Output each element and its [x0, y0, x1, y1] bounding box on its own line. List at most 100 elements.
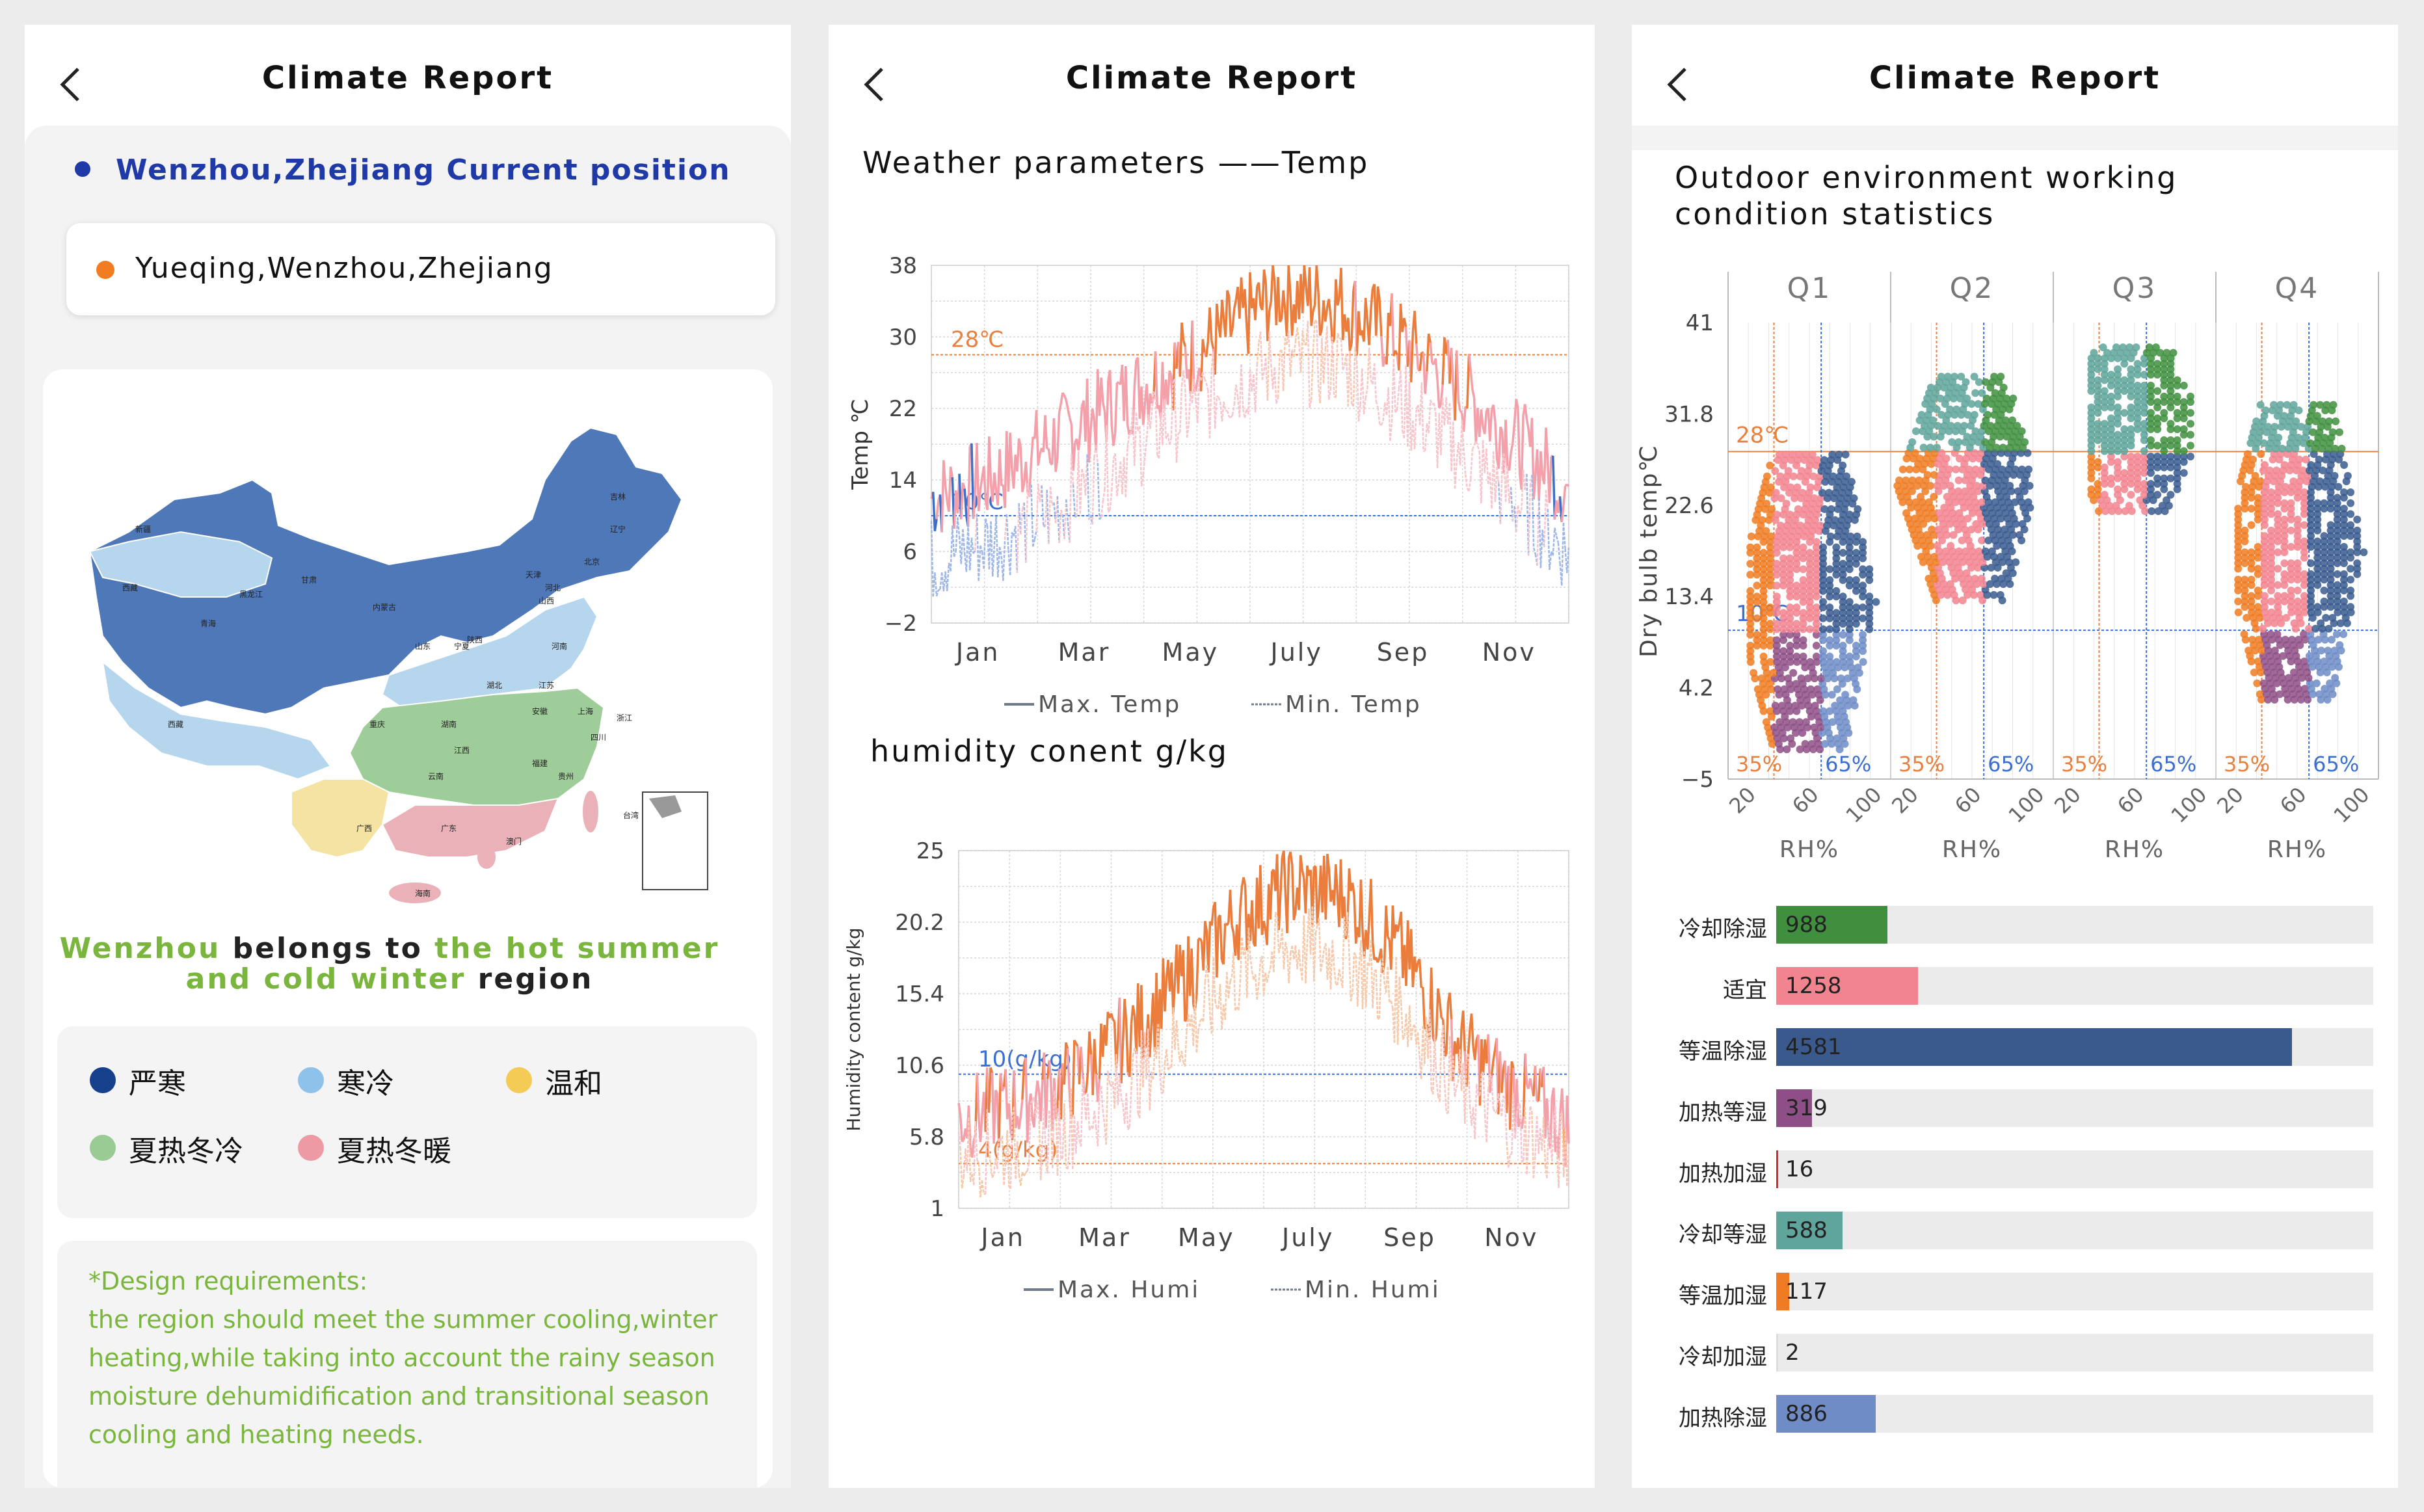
min-series-segment — [1331, 336, 1335, 397]
plot-frame — [958, 850, 1569, 1209]
scatter-point — [2094, 479, 2102, 488]
scatter-point — [1813, 456, 1822, 464]
min-series-segment — [1440, 397, 1444, 455]
back-arrow-icon[interactable] — [1663, 65, 1692, 104]
min-series-segment — [970, 537, 974, 554]
scatter-point — [2324, 646, 2332, 655]
scatter-point — [2127, 442, 2135, 450]
scatter-point — [2006, 482, 2014, 490]
min-series-segment — [1105, 425, 1110, 512]
scatter-point — [2114, 469, 2122, 477]
min-series-segment — [1165, 1049, 1169, 1070]
x-tick-label: Sep — [1377, 638, 1430, 667]
min-series-segment — [1468, 479, 1472, 492]
bar-label: 适宜 — [1723, 977, 1767, 1003]
min-series-segment — [1469, 449, 1474, 479]
back-arrow-icon[interactable] — [56, 65, 85, 104]
scatter-point — [2307, 542, 2315, 551]
back-arrow-icon[interactable] — [860, 65, 888, 104]
scatter-point — [2140, 436, 2148, 444]
min-series-segment — [1086, 454, 1090, 520]
scatter-point — [2332, 630, 2341, 639]
scatter-point — [1943, 373, 1952, 381]
min-series-segment — [1365, 962, 1369, 1007]
scatter-point — [1776, 718, 1784, 726]
scatter-point — [1839, 609, 1847, 617]
scatter-point — [1958, 536, 1966, 544]
scatter-point — [1902, 476, 1910, 484]
scatter-point — [1759, 565, 1768, 574]
max-series-segment — [1190, 948, 1195, 1005]
scatter-point — [2119, 343, 2127, 352]
max-series-segment — [1380, 336, 1385, 367]
scatter-point — [2107, 381, 2115, 390]
min-series-segment — [1424, 423, 1428, 451]
scatter-point — [2326, 576, 2335, 584]
scatter-point — [1786, 587, 1794, 595]
min-series-segment — [972, 550, 976, 554]
min-series-segment — [991, 1173, 995, 1178]
scatter-point — [1812, 614, 1820, 622]
scatter-point — [2293, 597, 2302, 605]
scatter-point — [2254, 603, 2262, 611]
min-series-segment — [1049, 486, 1054, 506]
scatter-point — [1779, 625, 1788, 633]
min-series-segment — [1210, 957, 1214, 1034]
scatter-point — [2339, 510, 2348, 518]
scatter-point — [1792, 603, 1801, 611]
max-series-segment — [1184, 1018, 1188, 1022]
min-series-segment — [1400, 370, 1404, 431]
scatter-point — [1915, 476, 1923, 484]
y-axis-label: Dry bulb temp℃ — [1636, 444, 1662, 657]
min-series-segment — [1120, 1098, 1124, 1105]
scatter-point — [2254, 510, 2262, 518]
scatter-point — [2179, 469, 2188, 477]
scatter-point — [1799, 598, 1807, 606]
min-series-segment — [998, 546, 1002, 557]
min-series-segment — [1515, 505, 1519, 533]
scatter-point — [1832, 592, 1841, 601]
scatter-point — [1865, 565, 1874, 574]
scatter-point — [2313, 515, 2322, 524]
scatter-point — [2287, 576, 2295, 584]
max-series-segment — [976, 1072, 980, 1119]
min-series-segment — [1040, 1139, 1044, 1180]
scatter-point — [2347, 488, 2355, 496]
min-series-segment — [1555, 536, 1560, 544]
scatter-point — [1832, 641, 1841, 650]
max-series-segment — [1277, 895, 1282, 931]
scatter-point — [2153, 479, 2162, 488]
min-series-segment — [1111, 458, 1115, 491]
scatter-point — [1859, 647, 1867, 656]
legend-max-label: Max. Temp — [1038, 691, 1181, 718]
legend-label-mild: 温和 — [545, 1067, 602, 1100]
max-series-segment — [976, 443, 980, 511]
min-series-segment — [1001, 1135, 1005, 1185]
scatter-point — [1786, 559, 1794, 568]
scatter-point — [2267, 587, 2276, 595]
min-series-segment — [1214, 395, 1218, 429]
scatter-point — [2247, 603, 2256, 611]
scatter-point — [2254, 570, 2262, 578]
scatter-point — [2284, 674, 2293, 682]
scatter-point — [1946, 580, 1954, 589]
scatter-point — [2313, 537, 2322, 546]
design-line-2: heating,while taking into account the ra… — [88, 1344, 715, 1372]
scatter-point — [2133, 485, 2142, 494]
scatter-point — [1952, 405, 1961, 414]
scatter-point — [1919, 444, 1928, 452]
location-select-card[interactable]: Yueqing,Wenzhou,Zhejiang — [66, 223, 775, 315]
scatter-point — [2153, 371, 2162, 379]
scatter-point — [2347, 576, 2355, 584]
scatter-point — [2179, 431, 2188, 439]
scatter-point — [2107, 392, 2115, 401]
scatter-point — [1981, 476, 1990, 484]
scatter-point — [2107, 371, 2115, 379]
scatter-point — [2247, 581, 2256, 589]
scatter-point — [1779, 565, 1788, 574]
min-series-segment — [1479, 1072, 1483, 1095]
scatter-point — [2114, 381, 2122, 390]
scatter-point — [1805, 592, 1814, 601]
scatter-point — [1865, 592, 1874, 601]
